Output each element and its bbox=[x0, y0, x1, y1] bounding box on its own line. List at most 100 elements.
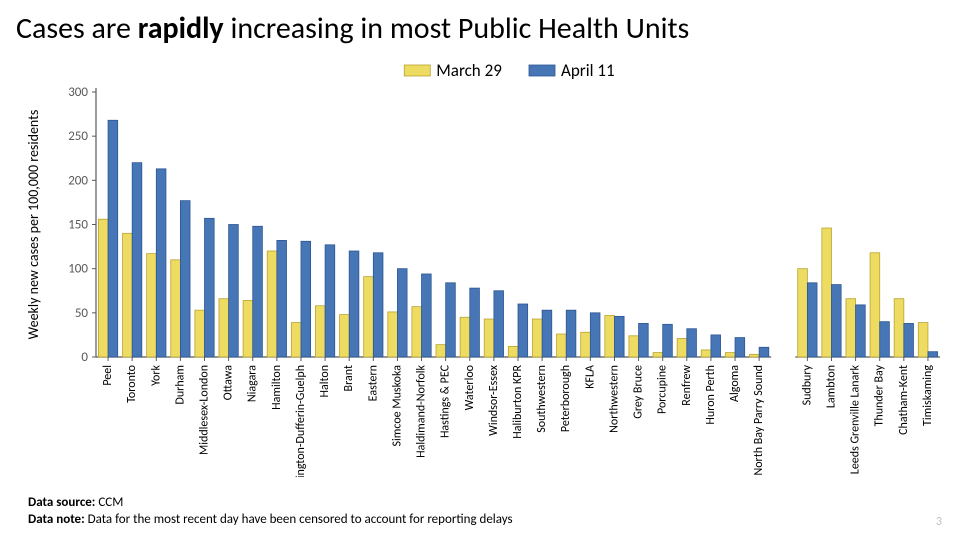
x-label: Halton bbox=[318, 365, 332, 398]
x-label: York bbox=[149, 364, 163, 385]
bar bbox=[397, 269, 407, 357]
bar bbox=[436, 345, 446, 357]
data-source-value: CCM bbox=[98, 495, 123, 510]
legend-swatch bbox=[529, 65, 555, 76]
svg-text:200: 200 bbox=[68, 173, 88, 188]
legend-swatch bbox=[404, 65, 430, 76]
x-label: Porcupine bbox=[656, 365, 670, 414]
bar bbox=[108, 120, 118, 357]
bar bbox=[822, 228, 832, 357]
x-label: Middlesex-London bbox=[198, 365, 212, 455]
bar bbox=[894, 299, 904, 357]
bar bbox=[629, 336, 639, 357]
x-label: Ottawa bbox=[222, 365, 236, 401]
bar bbox=[735, 338, 745, 357]
x-label: Huron Perth bbox=[704, 365, 718, 425]
bar-chart: 0 50 100 150 200 250 300 Weekly new cases per 1… bbox=[16, 62, 944, 477]
bar bbox=[98, 219, 108, 357]
bar bbox=[663, 324, 673, 357]
bar bbox=[171, 260, 181, 357]
bar bbox=[253, 226, 263, 357]
x-label: Algoma bbox=[728, 365, 742, 402]
svg-text:50: 50 bbox=[75, 306, 89, 321]
page-number: 3 bbox=[936, 515, 942, 529]
x-label: Toronto bbox=[125, 365, 139, 403]
bar bbox=[831, 285, 841, 357]
bar bbox=[725, 353, 735, 357]
bar bbox=[267, 251, 277, 357]
svg-text:100: 100 bbox=[68, 262, 88, 277]
bar bbox=[508, 346, 518, 357]
bar bbox=[229, 225, 239, 358]
bar bbox=[364, 277, 374, 357]
bar bbox=[205, 218, 215, 357]
bar bbox=[807, 283, 817, 357]
bar bbox=[388, 312, 398, 357]
x-label: Haliburton KPR bbox=[511, 365, 525, 439]
bar bbox=[798, 269, 808, 357]
bar bbox=[494, 291, 504, 357]
bar bbox=[470, 288, 480, 357]
svg-text:Weekly new cases per 100,000 r: Weekly new cases per 100,000 residents bbox=[25, 110, 42, 340]
bar bbox=[750, 354, 760, 357]
x-label: Sudbury bbox=[800, 364, 814, 405]
page-title: Cases are rapidly increasing in most Pub… bbox=[16, 10, 689, 47]
x-label: Hamilton bbox=[270, 365, 284, 410]
bar bbox=[373, 253, 383, 357]
x-label: Leeds Grenville Lanark bbox=[849, 364, 863, 474]
bar bbox=[856, 305, 866, 357]
svg-text:150: 150 bbox=[68, 218, 88, 233]
bar bbox=[918, 323, 928, 357]
x-label: Hastings & PEC bbox=[439, 364, 453, 438]
bar bbox=[532, 319, 542, 357]
legend-label: April 11 bbox=[561, 62, 615, 81]
bar bbox=[147, 254, 157, 357]
bar bbox=[484, 319, 494, 357]
bar bbox=[412, 307, 422, 357]
bar bbox=[156, 169, 166, 357]
bar bbox=[315, 306, 325, 357]
bar bbox=[759, 347, 769, 357]
x-label: Peel bbox=[101, 365, 115, 386]
bar bbox=[301, 241, 311, 357]
bar bbox=[291, 323, 301, 357]
bar bbox=[904, 323, 914, 357]
bar bbox=[180, 201, 190, 357]
svg-text:250: 250 bbox=[68, 129, 88, 144]
bar bbox=[653, 353, 663, 357]
bar bbox=[639, 323, 649, 357]
bar bbox=[928, 352, 938, 357]
x-label: Chatham-Kent bbox=[897, 365, 911, 435]
data-note-value: Data for the most recent day have been c… bbox=[88, 512, 513, 527]
chart-svg: 0 50 100 150 200 250 300 Weekly new cases per 1… bbox=[16, 62, 944, 477]
bar bbox=[880, 322, 890, 357]
title-emph: rapidly bbox=[138, 10, 224, 47]
x-label: North Bay Parry Sound bbox=[752, 365, 766, 476]
x-label: Timiskaming bbox=[921, 365, 935, 426]
title-post: increasing in most Public Health Units bbox=[224, 10, 690, 47]
bar bbox=[349, 251, 359, 357]
bar bbox=[566, 310, 576, 357]
x-label: Simcoe Muskoka bbox=[390, 365, 404, 447]
bar bbox=[846, 299, 856, 357]
svg-text:300: 300 bbox=[68, 85, 88, 100]
bar bbox=[446, 283, 456, 357]
x-label: Lambton bbox=[824, 365, 838, 408]
bar bbox=[460, 317, 470, 357]
bar bbox=[325, 245, 335, 357]
bar bbox=[614, 316, 624, 357]
bar bbox=[132, 163, 142, 357]
bar bbox=[422, 274, 432, 357]
x-label: Northwestern bbox=[607, 365, 621, 433]
bar bbox=[711, 335, 721, 357]
x-label: Southwestern bbox=[535, 365, 549, 433]
bar bbox=[518, 304, 528, 357]
bar bbox=[219, 299, 229, 357]
bar bbox=[870, 253, 880, 357]
svg-text:0: 0 bbox=[81, 350, 88, 365]
bar bbox=[701, 350, 711, 357]
legend-label: March 29 bbox=[436, 62, 502, 81]
bar bbox=[340, 315, 350, 357]
bar bbox=[542, 310, 552, 357]
x-label: Grey Bruce bbox=[632, 365, 646, 419]
